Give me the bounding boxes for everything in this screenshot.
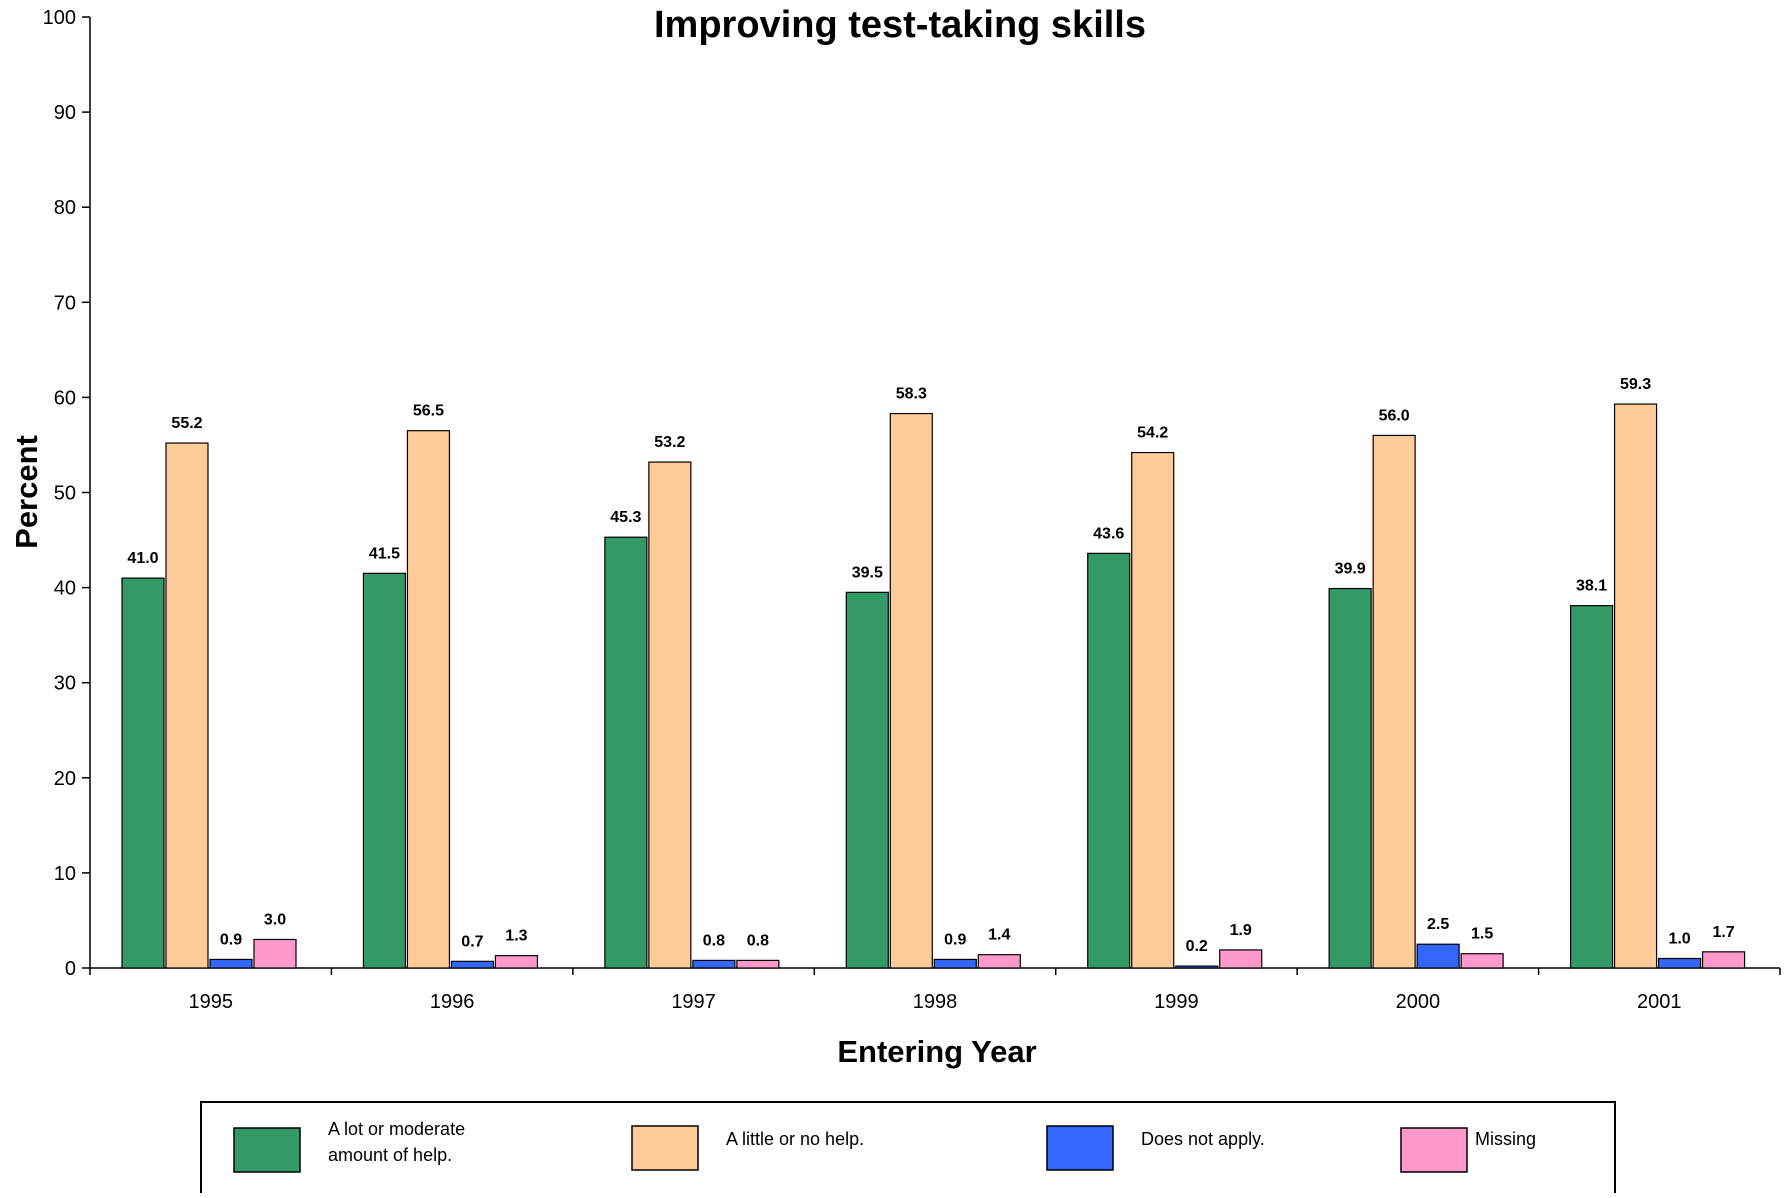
data-label: 38.1 bbox=[1576, 578, 1607, 595]
axes bbox=[89, 17, 1780, 969]
data-label: 56.5 bbox=[413, 403, 444, 420]
data-label: 53.2 bbox=[654, 434, 685, 451]
bar bbox=[692, 959, 736, 969]
data-label: 1.0 bbox=[1668, 930, 1690, 947]
x-tick-label: 1996 bbox=[430, 991, 475, 1013]
bar bbox=[1175, 965, 1219, 969]
legend: A lot or moderate amount of help. A little… bbox=[200, 1101, 1616, 1198]
bar bbox=[362, 572, 407, 969]
bar bbox=[1087, 552, 1131, 969]
data-label: 0.8 bbox=[747, 932, 769, 949]
x-tick-label: 1995 bbox=[188, 991, 233, 1013]
data-label: 41.0 bbox=[127, 550, 158, 567]
data-label: 0.9 bbox=[944, 931, 966, 948]
bar bbox=[121, 577, 165, 969]
data-label: 0.9 bbox=[220, 931, 242, 948]
data-label: 1.7 bbox=[1712, 924, 1734, 941]
x-tick-label: 1999 bbox=[1154, 991, 1199, 1013]
data-label: 1.3 bbox=[505, 928, 527, 945]
bar bbox=[406, 430, 451, 969]
bar bbox=[1701, 951, 1746, 969]
bar bbox=[648, 461, 692, 969]
data-label: 0.8 bbox=[703, 932, 725, 949]
bar bbox=[1328, 587, 1372, 969]
data-label: 1.5 bbox=[1471, 926, 1493, 943]
legend-swatch bbox=[1400, 1127, 1468, 1173]
x-ticks: 1995 1996 1997 1998 1999 2000 2001 bbox=[89, 968, 1781, 1013]
data-label: 43.6 bbox=[1093, 525, 1124, 542]
legend-label: A lot or moderate bbox=[328, 1119, 465, 1139]
bar bbox=[933, 958, 977, 969]
data-label: 45.3 bbox=[610, 509, 641, 526]
x-tick-label: 1997 bbox=[671, 991, 716, 1013]
y-axis-title: Percent bbox=[9, 435, 44, 549]
legend-swatch bbox=[1046, 1125, 1114, 1171]
data-label: 1.9 bbox=[1230, 922, 1252, 939]
bar bbox=[736, 959, 780, 969]
data-label: 39.5 bbox=[852, 564, 883, 581]
bar bbox=[1219, 949, 1263, 969]
legend-label: A little or no help. bbox=[726, 1129, 864, 1149]
x-axis-title: Entering Year bbox=[837, 1034, 1036, 1069]
y-tick-label: 80 bbox=[54, 197, 76, 219]
bar bbox=[1416, 943, 1460, 969]
y-tick-label: 10 bbox=[54, 863, 76, 885]
bar bbox=[845, 591, 889, 969]
y-tick-label: 50 bbox=[54, 483, 76, 505]
y-tick-label: 70 bbox=[54, 292, 76, 314]
y-tick-label: 100 bbox=[43, 7, 76, 29]
y-tick-label: 0 bbox=[65, 958, 76, 980]
legend-label: Missing bbox=[1475, 1129, 1536, 1149]
bar bbox=[253, 938, 297, 969]
data-label: 41.5 bbox=[369, 545, 400, 562]
data-label: 2.5 bbox=[1427, 916, 1449, 933]
x-tick-label: 2001 bbox=[1637, 991, 1682, 1013]
bar bbox=[977, 954, 1021, 969]
bar bbox=[165, 442, 209, 969]
data-label: 59.3 bbox=[1620, 376, 1651, 393]
legend-swatch bbox=[233, 1127, 301, 1173]
x-tick-label: 2000 bbox=[1396, 991, 1441, 1013]
bar bbox=[1657, 957, 1702, 969]
bar bbox=[889, 412, 933, 969]
data-labels: 41.0 41.5 45.3 39.5 43.6 39.9 38.1 55.2 56.5 53.2… bbox=[127, 376, 1734, 955]
bar bbox=[450, 960, 495, 969]
y-tick-label: 20 bbox=[54, 768, 76, 790]
data-label: 56.0 bbox=[1379, 407, 1410, 424]
y-tick-label: 60 bbox=[54, 387, 76, 409]
data-label: 58.3 bbox=[896, 386, 927, 403]
chart-title: Improving test-taking skills bbox=[654, 4, 1146, 46]
bar bbox=[604, 536, 648, 969]
y-tick-label: 40 bbox=[54, 578, 76, 600]
y-ticks: 0 10 20 30 40 50 60 70 80 90 100 bbox=[43, 7, 90, 980]
bars bbox=[121, 403, 1746, 969]
bar bbox=[494, 955, 539, 969]
data-label: 54.2 bbox=[1137, 425, 1168, 442]
bar bbox=[1372, 434, 1416, 969]
y-tick-label: 90 bbox=[54, 102, 76, 124]
legend-label: Does not apply. bbox=[1141, 1129, 1265, 1149]
data-label: 0.7 bbox=[461, 933, 483, 950]
y-tick-label: 30 bbox=[54, 673, 76, 695]
bar bbox=[1569, 605, 1614, 969]
data-label: 39.9 bbox=[1335, 561, 1366, 578]
data-label: 55.2 bbox=[171, 415, 202, 432]
bar bbox=[1613, 403, 1658, 969]
legend-swatch bbox=[631, 1125, 699, 1171]
data-label: 0.2 bbox=[1186, 938, 1208, 955]
bar bbox=[1131, 451, 1175, 969]
data-label: 1.4 bbox=[988, 927, 1010, 944]
bar bbox=[1460, 953, 1504, 969]
legend-label: amount of help. bbox=[328, 1145, 452, 1165]
data-label: 3.0 bbox=[264, 911, 286, 928]
legend-box bbox=[200, 1101, 1616, 1198]
x-tick-label: 1998 bbox=[913, 991, 958, 1013]
bar bbox=[209, 958, 253, 969]
